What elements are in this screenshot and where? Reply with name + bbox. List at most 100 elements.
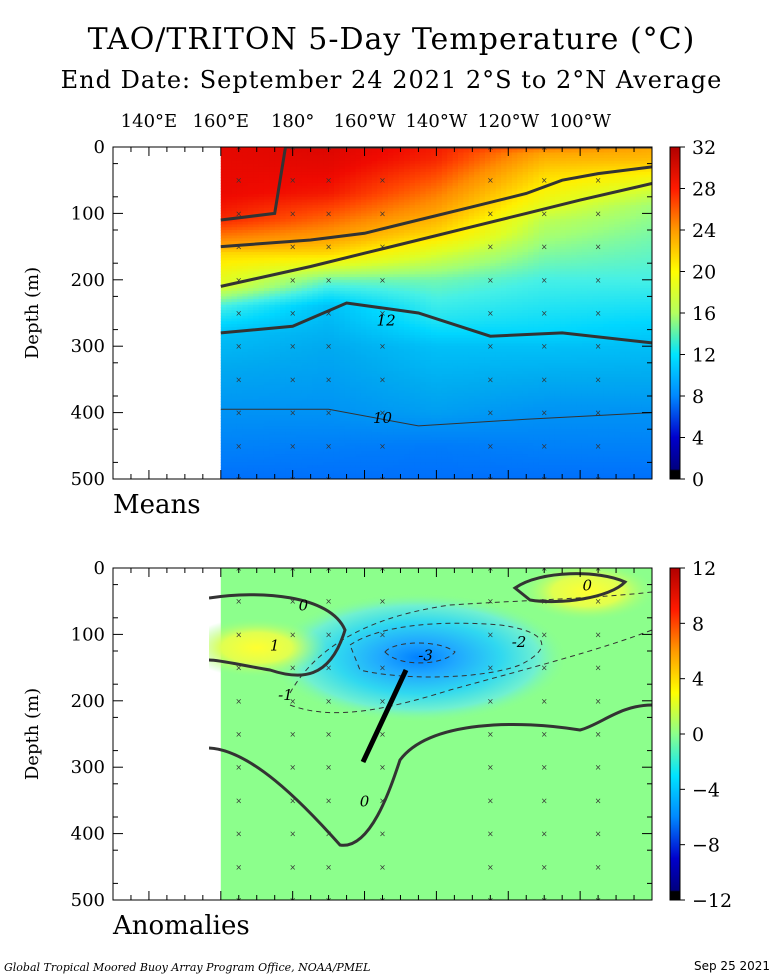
x-tick-label: 120°W [477, 111, 539, 132]
data-marker: × [289, 830, 296, 839]
data-marker: × [289, 176, 296, 185]
data-marker: × [235, 830, 242, 839]
colorbar-tick-label: 12 [692, 558, 716, 580]
isotherm-24 [220, 165, 652, 249]
data-marker: × [325, 276, 332, 285]
means-panel: 12 10 × × × × × × × × × × × × × × × × × × × × × × × × × × × × × × × × × × × ×… [22, 111, 716, 520]
data-marker: × [289, 863, 296, 872]
data-marker: × [289, 697, 296, 706]
y-tick-label: 0 [94, 558, 105, 579]
data-marker: × [379, 796, 386, 805]
data-marker: × [541, 442, 548, 451]
data-marker: × [289, 409, 296, 418]
data-marker: × [541, 309, 548, 318]
data-marker: × [379, 342, 386, 351]
colorbar-tick-label: −12 [692, 890, 732, 912]
colorbar-tick-label: 0 [692, 724, 704, 746]
contour-label: 10 [373, 409, 393, 427]
data-marker: × [379, 309, 386, 318]
anomaly-contour-minus3 [384, 642, 456, 664]
data-marker: × [487, 730, 494, 739]
data-marker: × [379, 442, 386, 451]
means-field: 12 10 × × × × × × × × × × × × × × × × × × × × × × × × × × × × × × × × × × × ×… [220, 147, 652, 479]
data-marker: × [541, 375, 548, 384]
data-marker: × [289, 375, 296, 384]
data-marker: × [379, 276, 386, 285]
colorbar [669, 146, 681, 480]
data-marker: × [325, 597, 332, 606]
x-tick-label: 160°E [193, 111, 250, 132]
data-marker: × [235, 796, 242, 805]
x-tick-label: 140°W [405, 111, 467, 132]
colorbar-tick-label: −8 [692, 835, 720, 857]
data-marker: × [235, 730, 242, 739]
data-marker: × [487, 309, 494, 318]
data-marker: × [487, 276, 494, 285]
data-marker: × [487, 630, 494, 639]
colorbar-tick-label: 24 [692, 220, 716, 242]
data-marker: × [595, 697, 602, 706]
data-marker: × [289, 597, 296, 606]
footer-date: Sep 25 2021 [694, 959, 771, 973]
data-marker: × [379, 375, 386, 384]
colorbar-tick-label: 4 [692, 669, 704, 691]
colorbar-tick-label: −4 [692, 779, 720, 801]
anomaly-field: 01-1-3-200××××××××××××××××××××××××××××××… [209, 568, 652, 900]
data-marker: × [235, 697, 242, 706]
data-marker: × [325, 863, 332, 872]
colorbar-tick-label: 16 [692, 303, 716, 325]
data-marker: × [595, 409, 602, 418]
data-marker: × [235, 409, 242, 418]
data-marker: × [595, 630, 602, 639]
data-marker: × [235, 375, 242, 384]
data-marker: × [289, 730, 296, 739]
colorbar-tick-label: 20 [692, 262, 716, 284]
data-marker: × [595, 176, 602, 185]
data-marker: × [541, 863, 548, 872]
data-marker: × [379, 730, 386, 739]
anomaly-warm-core-1 [209, 617, 327, 678]
data-marker: × [325, 176, 332, 185]
data-marker: × [379, 176, 386, 185]
data-marker: × [235, 442, 242, 451]
y-tick-label: 200 [71, 270, 105, 291]
data-marker: × [595, 597, 602, 606]
data-marker: × [595, 342, 602, 351]
data-marker: × [541, 176, 548, 185]
data-marker: × [595, 664, 602, 673]
data-marker: × [595, 209, 602, 218]
data-marker: × [487, 763, 494, 772]
data-marker: × [289, 796, 296, 805]
y-tick-label: 400 [71, 824, 105, 845]
chart-subtitle: End Date: September 24 2021 2°S to 2°N A… [60, 66, 723, 94]
data-marker: × [289, 442, 296, 451]
contour-label: -3 [418, 646, 433, 664]
data-marker: × [595, 730, 602, 739]
isotherm-20 [220, 182, 652, 288]
data-marker: × [325, 342, 332, 351]
anomaly-contour-zero-west [209, 593, 347, 677]
data-marker: × [289, 630, 296, 639]
data-marker: × [325, 375, 332, 384]
y-tick-label: 0 [94, 137, 105, 158]
data-marker: × [379, 697, 386, 706]
data-marker: × [325, 442, 332, 451]
y-tick-label: 500 [71, 890, 105, 911]
data-marker: × [595, 442, 602, 451]
data-marker: × [325, 243, 332, 252]
y-tick-label: 400 [71, 403, 105, 424]
data-marker: × [595, 796, 602, 805]
data-marker: × [487, 176, 494, 185]
y-axis-label: Depth (m) [22, 267, 43, 359]
data-marker: × [289, 763, 296, 772]
data-marker: × [541, 409, 548, 418]
data-marker: × [235, 176, 242, 185]
data-marker: × [541, 276, 548, 285]
x-tick-label: 140°E [121, 111, 178, 132]
data-marker: × [487, 863, 494, 872]
y-tick-label: 300 [71, 757, 105, 778]
data-marker: × [235, 664, 242, 673]
colorbar-tick-label: 4 [692, 428, 704, 450]
colorbar-tick-label: 8 [692, 386, 704, 408]
chart-title: TAO/TRITON 5-Day Temperature (°C) [87, 22, 696, 57]
